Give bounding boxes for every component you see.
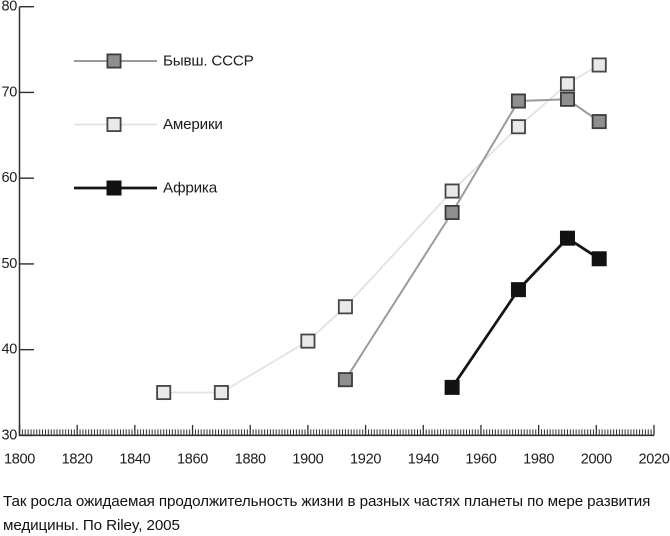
x-tick-label-1800: 1800 xyxy=(4,451,35,467)
series-Африка xyxy=(444,230,607,395)
data-point-Африка-1973 xyxy=(510,282,526,298)
y-tick-label-70: 70 xyxy=(1,84,17,100)
y-tick-label-30: 30 xyxy=(1,427,17,443)
legend-item-Америки: Америки xyxy=(74,116,223,133)
legend-marker-Америки xyxy=(106,117,122,133)
data-point-Бывш. СССР-2001 xyxy=(591,114,607,130)
x-tick-label-2000: 2000 xyxy=(581,451,612,467)
legend-label-Африка: Африка xyxy=(163,180,218,197)
legend-label-Бывш. СССР: Бывш. СССР xyxy=(163,53,254,70)
x-tick-label-2020: 2020 xyxy=(638,451,669,467)
data-point-Америки-1850 xyxy=(156,385,172,401)
caption-line-1: Так росла ожидаемая продолжительность жи… xyxy=(3,493,651,510)
x-tick-label-1940: 1940 xyxy=(408,451,439,467)
legend-marker-Африка xyxy=(106,180,122,196)
legend-item-Бывш. СССР: Бывш. СССР xyxy=(74,53,254,70)
caption-line-2: медицины. По Riley, 2005 xyxy=(3,517,180,534)
data-point-Африка-1990 xyxy=(559,230,575,246)
x-tick-label-1960: 1960 xyxy=(465,451,496,467)
data-point-Америки-1900 xyxy=(300,333,316,349)
x-tick-label-1980: 1980 xyxy=(523,451,554,467)
x-tick-label-1860: 1860 xyxy=(177,451,208,467)
data-point-Бывш. СССР-1990 xyxy=(559,91,575,107)
data-point-Бывш. СССР-1973 xyxy=(510,93,526,109)
legend-label-Америки: Америки xyxy=(163,116,223,133)
legend-marker-Бывш. СССР xyxy=(106,53,122,69)
life-expectancy-chart: 30 40 50 60 70 80 1800 1820 1840 1860 1880 1900 1920… xyxy=(1,0,670,467)
series-Бывш. СССР xyxy=(337,91,607,388)
x-tick-label-1920: 1920 xyxy=(350,451,381,467)
data-point-Америки-1973 xyxy=(510,119,526,135)
data-point-Бывш. СССР-1913 xyxy=(337,372,353,388)
y-tick-label-50: 50 xyxy=(1,256,17,272)
x-minor-ticks xyxy=(21,429,652,436)
x-tick-label-1840: 1840 xyxy=(119,451,150,467)
y-tick-label-80: 80 xyxy=(1,0,17,15)
legend: Бывш. СССР Америки Африка xyxy=(74,53,254,197)
x-tick-label-1820: 1820 xyxy=(62,451,93,467)
data-point-Америки-1990 xyxy=(559,76,575,92)
axes: 30 40 50 60 70 80 1800 1820 1840 1860 1880 1900 1920… xyxy=(1,0,670,467)
y-tick-label-60: 60 xyxy=(1,170,17,186)
legend-item-Африка: Африка xyxy=(74,180,218,197)
data-point-Африка-1950 xyxy=(444,379,460,395)
data-point-Бывш. СССР-1950 xyxy=(444,204,460,220)
data-point-Америки-1870 xyxy=(213,385,229,401)
chart-caption: Так росла ожидаемая продолжительность жи… xyxy=(3,490,670,536)
x-tick-label-1900: 1900 xyxy=(292,451,323,467)
series-line-Африка xyxy=(450,236,600,389)
series-Америки xyxy=(156,57,607,401)
data-point-Африка-2001 xyxy=(591,251,607,267)
data-point-Америки-1913 xyxy=(337,299,353,315)
y-tick-label-40: 40 xyxy=(1,342,17,358)
data-point-Америки-1950 xyxy=(444,183,460,199)
data-point-Америки-2001 xyxy=(591,57,607,73)
series-line-Америки xyxy=(163,64,600,394)
x-tick-label-1880: 1880 xyxy=(235,451,266,467)
